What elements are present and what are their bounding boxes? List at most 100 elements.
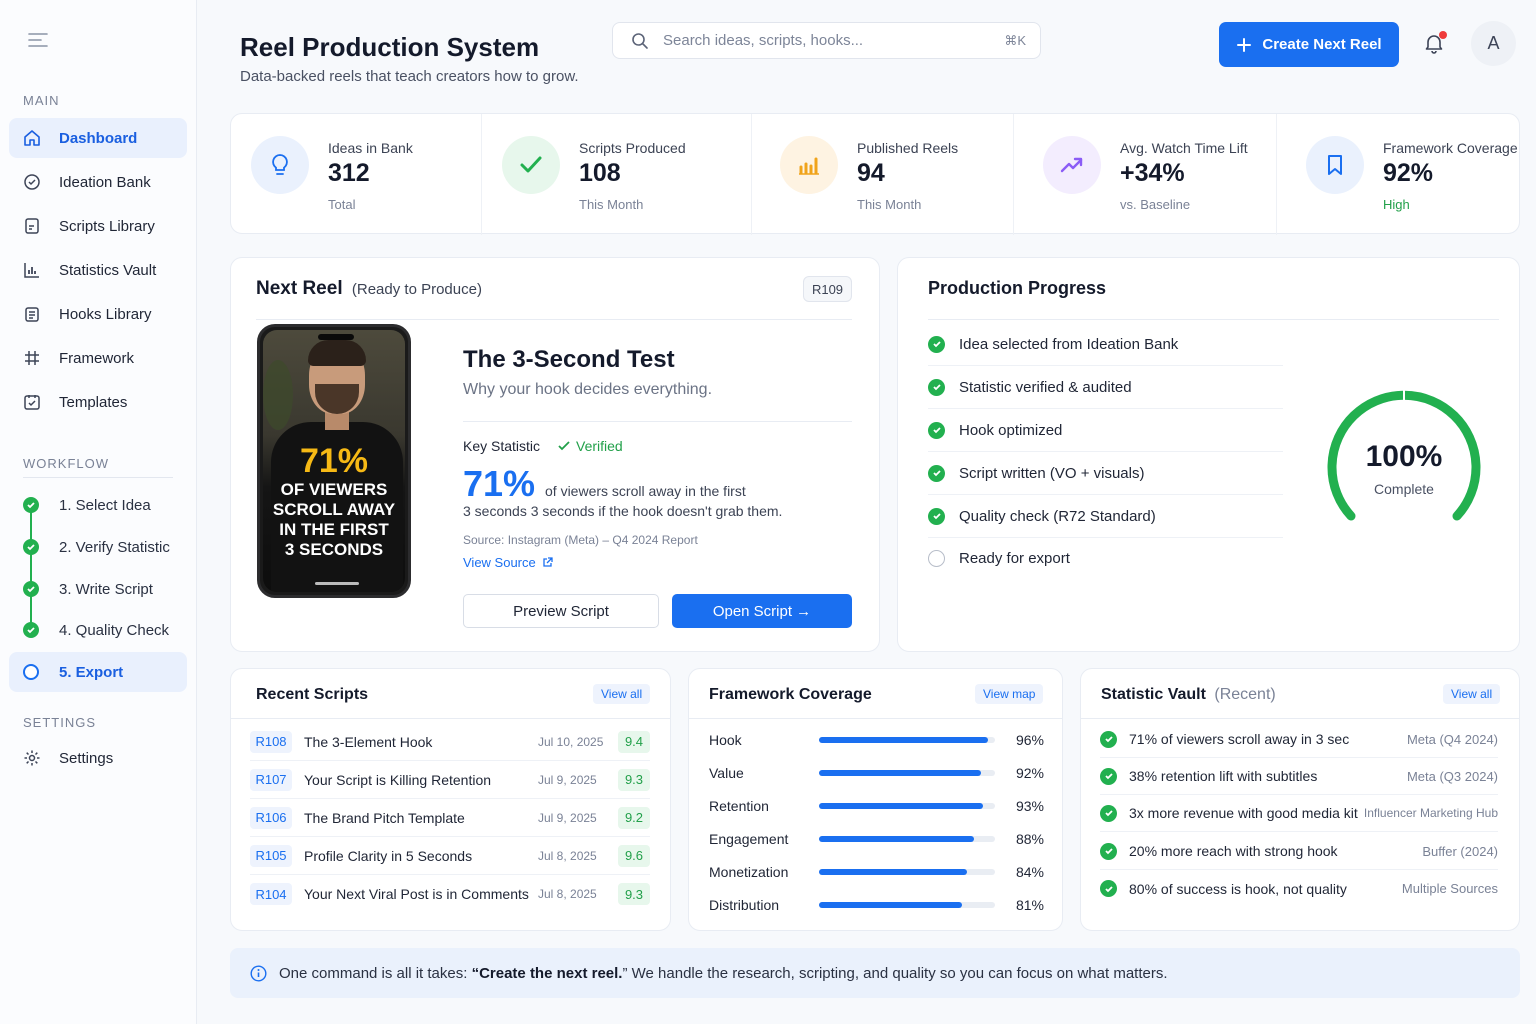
stat-card-framework[interactable]: Framework Coverage 92% High: [1286, 114, 1520, 235]
stat-card-published[interactable]: Published Reels 94 This Month: [760, 114, 1022, 235]
statistic-vault-title: Statistic Vault: [1101, 686, 1206, 703]
sidebar-item-settings[interactable]: Settings: [9, 738, 187, 778]
hamburger-menu-icon[interactable]: [28, 32, 50, 50]
script-title: The Brand Pitch Template: [304, 809, 465, 826]
sidebar-item-label: Dashboard: [59, 129, 138, 147]
create-next-reel-button[interactable]: Create Next Reel: [1219, 22, 1399, 67]
vault-stat-text: 38% retention lift with subtitles: [1129, 768, 1318, 784]
script-score: 9.2: [618, 806, 650, 829]
vault-row[interactable]: 3x more revenue with good media kit Infl…: [1100, 795, 1498, 832]
check-circle-icon: [1100, 880, 1117, 897]
stat-value: 94: [857, 159, 885, 187]
workflow-step-verify-statistic[interactable]: 2. Verify Statistic: [9, 528, 187, 566]
reel-id-badge: R109: [803, 276, 852, 302]
check-circle-icon: [928, 335, 945, 353]
vault-stat-text: 20% more reach with strong hook: [1129, 843, 1338, 859]
search-input[interactable]: [663, 32, 1005, 49]
sidebar-item-statistics-vault[interactable]: Statistics Vault: [9, 250, 187, 290]
view-all-scripts-link[interactable]: View all: [593, 684, 651, 704]
check-icon: [502, 136, 560, 194]
vault-stat-text: 71% of viewers scroll away in 3 sec: [1129, 731, 1350, 747]
progress-step: Script written (VO + visuals): [928, 452, 1283, 495]
progress-step-label: Script written (VO + visuals): [959, 464, 1145, 482]
stat-foot: High: [1383, 197, 1410, 212]
stat-card-watch-time[interactable]: Avg. Watch Time Lift +34% vs. Baseline: [1023, 114, 1285, 235]
sidebar-item-ideation-bank[interactable]: Ideation Bank: [9, 162, 187, 202]
completion-gauge: [1327, 390, 1481, 521]
grid-icon: [23, 349, 41, 367]
script-row[interactable]: R107 Your Script is Killing Retention Ju…: [250, 761, 650, 799]
preview-script-button[interactable]: Preview Script: [463, 594, 659, 628]
search-icon: [631, 32, 649, 50]
stat-card-ideas[interactable]: Ideas in Bank 312 Total: [231, 114, 469, 235]
stat-label: Avg. Watch Time Lift: [1120, 140, 1248, 156]
coverage-row: Monetization 84%: [709, 861, 1044, 883]
statistic-vault-heading: Statistic Vault (Recent): [1101, 686, 1276, 704]
vault-row[interactable]: 20% more reach with strong hook Buffer (…: [1100, 833, 1498, 870]
workflow-step-label: 3. Write Script: [59, 580, 153, 598]
stat-label: Scripts Produced: [579, 140, 686, 156]
workflow-step-export[interactable]: 5. Export: [9, 652, 187, 692]
stat-card-scripts[interactable]: Scripts Produced 108 This Month: [482, 114, 750, 235]
coverage-bar-track: [819, 737, 995, 743]
avatar[interactable]: A: [1471, 21, 1516, 66]
script-date: Jul 9, 2025: [538, 772, 597, 787]
workflow-step-select-idea[interactable]: 1. Select Idea: [9, 486, 187, 524]
bulb-icon: [23, 173, 41, 191]
view-map-link[interactable]: View map: [975, 684, 1044, 704]
coverage-bar-fill: [819, 902, 962, 908]
progress-step: Statistic verified & audited: [928, 366, 1283, 409]
divider: [1081, 718, 1519, 719]
open-script-button[interactable]: Open Script →: [672, 594, 852, 628]
sidebar-item-dashboard[interactable]: Dashboard: [9, 118, 187, 158]
view-source-link[interactable]: View Source: [463, 555, 553, 570]
progress-step-label: Hook optimized: [959, 421, 1063, 439]
view-source-label: View Source: [463, 555, 536, 570]
vault-row[interactable]: 38% retention lift with subtitles Meta (…: [1100, 758, 1498, 795]
script-score: 9.3: [618, 768, 650, 791]
statistic-source: Source: Instagram (Meta) – Q4 2024 Repor…: [463, 533, 698, 547]
gauge-label: Complete: [1374, 481, 1434, 497]
keyboard-shortcut: ⌘K: [1004, 32, 1026, 48]
sidebar-item-templates[interactable]: Templates: [9, 382, 187, 422]
bell-icon[interactable]: [1423, 32, 1447, 56]
vault-stat-text: 3x more revenue with good media kit: [1129, 805, 1358, 821]
divider: [256, 319, 852, 320]
script-row[interactable]: R106 The Brand Pitch Template Jul 9, 202…: [250, 799, 650, 837]
reel-phone-preview[interactable]: 71% OF VIEWERS SCROLL AWAY IN THE FIRST …: [257, 324, 411, 598]
vault-row[interactable]: 80% of success is hook, not quality Mult…: [1100, 870, 1498, 907]
vault-row[interactable]: 71% of viewers scroll away in 3 sec Meta…: [1100, 721, 1498, 758]
framework-coverage-title: Framework Coverage: [709, 686, 872, 703]
gear-icon: [23, 749, 41, 767]
caption-line: SCROLL AWAY: [272, 500, 396, 519]
progress-step-label: Idea selected from Ideation Bank: [959, 335, 1179, 353]
verified-badge: Verified: [558, 438, 623, 454]
search-bar[interactable]: ⌘K: [612, 22, 1041, 59]
next-reel-status: (Ready to Produce): [351, 281, 482, 298]
view-all-stats-link[interactable]: View all: [1443, 684, 1501, 704]
coverage-bar-fill: [819, 803, 983, 809]
script-score: 9.6: [618, 844, 650, 867]
section-label-settings: SETTINGS: [23, 715, 97, 730]
check-circle-icon: [1100, 842, 1117, 860]
progress-step: Hook optimized: [928, 409, 1283, 452]
script-row[interactable]: R104 Your Next Viral Post is in Comments…: [250, 875, 650, 913]
hook-icon: [23, 305, 41, 323]
sidebar-item-hooks-library[interactable]: Hooks Library: [9, 294, 187, 334]
phone-notch: [318, 334, 354, 340]
coverage-name: Retention: [709, 798, 769, 814]
home-icon: [23, 129, 41, 147]
stat-value: 312: [328, 159, 370, 187]
workflow-step-write-script[interactable]: 3. Write Script: [9, 570, 187, 608]
external-link-icon: [542, 557, 553, 568]
template-icon: [23, 393, 41, 411]
script-row[interactable]: R108 The 3-Element Hook Jul 10, 2025 9.4: [250, 723, 650, 761]
script-date: Jul 10, 2025: [538, 734, 604, 749]
sidebar-item-framework[interactable]: Framework: [9, 338, 187, 378]
coverage-percent: 96%: [1015, 732, 1044, 748]
info-prefix: One command is all it takes:: [279, 964, 472, 982]
workflow-step-quality-check[interactable]: 4. Quality Check: [9, 611, 187, 649]
sidebar-item-scripts-library[interactable]: Scripts Library: [9, 206, 187, 246]
script-row[interactable]: R105 Profile Clarity in 5 Seconds Jul 8,…: [250, 837, 650, 875]
